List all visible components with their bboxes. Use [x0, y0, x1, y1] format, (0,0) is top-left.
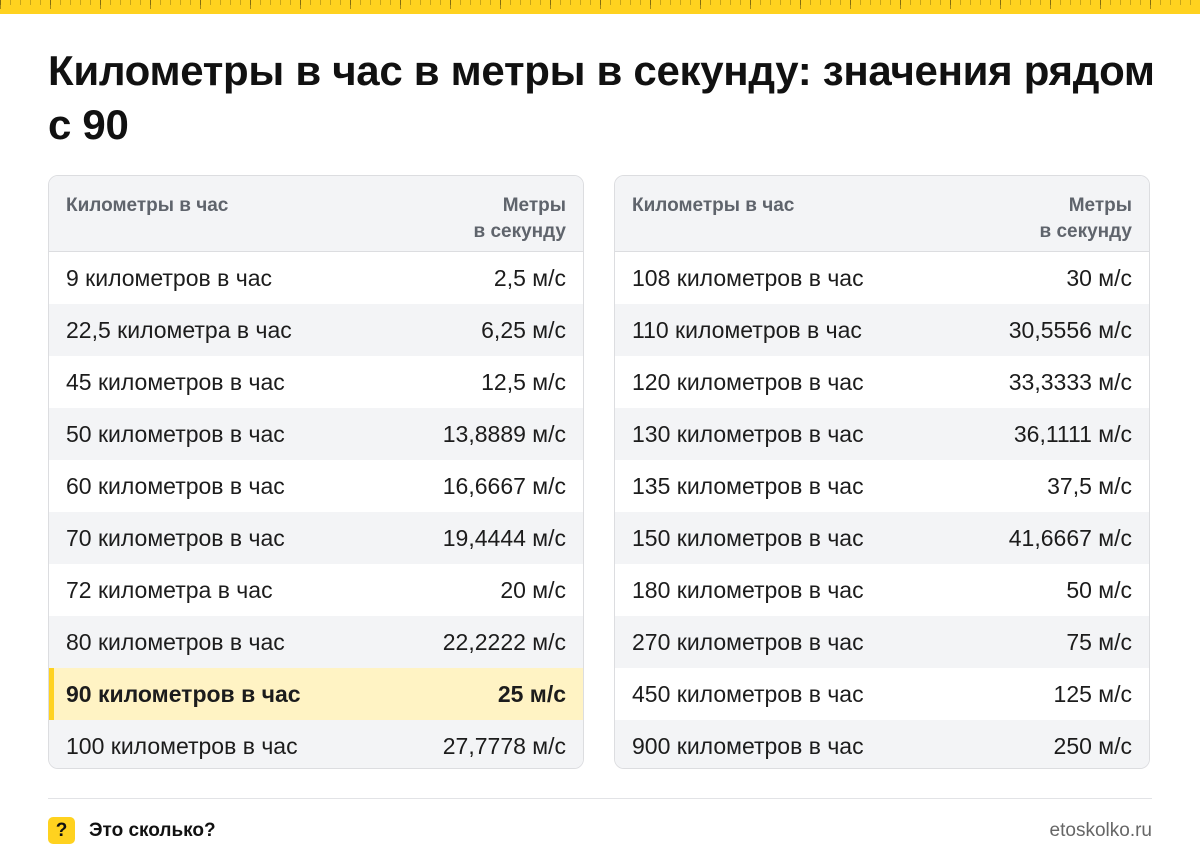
- cell-kmh: 180 километров в час: [632, 576, 864, 603]
- table-row-highlighted: 90 километров в час 25 м/с: [49, 668, 583, 720]
- cell-kmh: 900 километров в час: [632, 732, 864, 759]
- ruler-stripe: [0, 0, 1200, 14]
- cell-kmh: 90 километров в час: [66, 680, 301, 707]
- table-row: 50 километров в час 13,8889 м/с: [49, 408, 583, 460]
- table-header: Километры в час Метры в секунду: [615, 176, 1149, 252]
- cell-kmh: 100 километров в час: [66, 732, 298, 759]
- cell-kmh: 270 километров в час: [632, 628, 864, 655]
- footer-brand[interactable]: ? Это сколько?: [48, 817, 216, 844]
- cell-kmh: 110 километров в час: [632, 316, 862, 343]
- cell-ms: 30 м/с: [1066, 264, 1132, 291]
- cell-kmh: 80 километров в час: [66, 628, 285, 655]
- table-row: 70 километров в час 19,4444 м/с: [49, 512, 583, 564]
- table-row: 900 километров в час 250 м/с: [615, 720, 1149, 768]
- header-ms: Метры в секунду: [473, 195, 566, 242]
- table-row: 9 километров в час 2,5 м/с: [49, 252, 583, 304]
- cell-ms: 41,6667 м/с: [1008, 524, 1132, 551]
- cell-ms: 19,4444 м/с: [442, 524, 566, 551]
- cell-ms: 250 м/с: [1053, 732, 1132, 759]
- cell-ms: 16,6667 м/с: [442, 472, 566, 499]
- cell-kmh: 9 километров в час: [66, 264, 273, 291]
- table-row: 130 километров в час 36,1111 м/с: [615, 408, 1149, 460]
- table-header: Километры в час Метры в секунду: [49, 176, 583, 252]
- cell-kmh: 120 километров в час: [632, 368, 864, 395]
- table-body: 108 километров в час 30 м/с 110 километро…: [615, 252, 1149, 768]
- cell-kmh: 130 километров в час: [632, 420, 864, 447]
- cell-ms: 6,25 м/с: [481, 316, 566, 343]
- footer-divider: [48, 798, 1152, 799]
- cell-ms: 50 м/с: [1066, 576, 1132, 603]
- cell-ms: 12,5 м/с: [481, 368, 566, 395]
- header-ms: Метры в секунду: [1039, 195, 1132, 242]
- cell-ms: 25 м/с: [497, 680, 566, 707]
- cell-kmh: 45 километров в час: [66, 368, 285, 395]
- cell-ms: 27,7778 м/с: [442, 732, 566, 759]
- site-link[interactable]: etoskolko.ru: [1049, 820, 1152, 841]
- cell-kmh: 22,5 километра в час: [66, 316, 292, 343]
- cell-ms: 13,8889 м/с: [442, 420, 566, 447]
- cell-kmh: 450 километров в час: [632, 680, 864, 707]
- cell-kmh: 150 километров в час: [632, 524, 864, 551]
- table-row: 180 километров в час 50 м/с: [615, 564, 1149, 616]
- cell-kmh: 108 километров в час: [632, 264, 864, 291]
- table-row: 22,5 километра в час 6,25 м/с: [49, 304, 583, 356]
- table-row: 120 километров в час 33,3333 м/с: [615, 356, 1149, 408]
- table-row: 450 километров в час 125 м/с: [615, 668, 1149, 720]
- cell-kmh: 60 километров в час: [66, 472, 285, 499]
- cell-kmh: 72 километра в час: [66, 576, 273, 603]
- page-title: Километры в час в метры в секунду: значе…: [48, 47, 1155, 148]
- table-row: 100 километров в час 27,7778 м/с: [49, 720, 583, 768]
- table-row: 72 километра в час 20 м/с: [49, 564, 583, 616]
- cell-ms: 22,2222 м/с: [442, 628, 566, 655]
- question-mark-icon: ?: [48, 817, 75, 844]
- cell-ms: 125 м/с: [1053, 680, 1132, 707]
- cell-kmh: 135 километров в час: [632, 472, 864, 499]
- table-row: 135 километров в час 37,5 м/с: [615, 460, 1149, 512]
- conversion-table-right: Километры в час Метры в секунду 108 кило…: [614, 175, 1150, 769]
- cell-ms: 36,1111 м/с: [1013, 420, 1132, 447]
- cell-kmh: 50 километров в час: [66, 420, 285, 447]
- conversion-table-left: Километры в час Метры в секунду 9 киломе…: [48, 175, 584, 769]
- table-row: 270 километров в час 75 м/с: [615, 616, 1149, 668]
- table-row: 60 километров в час 16,6667 м/с: [49, 460, 583, 512]
- brand-name: Это сколько?: [89, 819, 216, 841]
- table-row: 108 километров в час 30 м/с: [615, 252, 1149, 304]
- table-row: 110 километров в час 30,5556 м/с: [615, 304, 1149, 356]
- table-body: 9 километров в час 2,5 м/с 22,5 километра…: [49, 252, 583, 768]
- header-kmh: Километры в час: [632, 195, 795, 216]
- cell-ms: 2,5 м/с: [493, 264, 566, 291]
- cell-ms: 33,3333 м/с: [1008, 368, 1132, 395]
- table-row: 80 километров в час 22,2222 м/с: [49, 616, 583, 668]
- cell-ms: 37,5 м/с: [1047, 472, 1132, 499]
- table-row: 150 километров в час 41,6667 м/с: [615, 512, 1149, 564]
- cell-ms: 20 м/с: [500, 576, 566, 603]
- table-row: 45 километров в час 12,5 м/с: [49, 356, 583, 408]
- cell-ms: 30,5556 м/с: [1008, 316, 1132, 343]
- cell-ms: 75 м/с: [1066, 628, 1132, 655]
- header-kmh: Километры в час: [66, 195, 229, 216]
- cell-kmh: 70 километров в час: [66, 524, 285, 551]
